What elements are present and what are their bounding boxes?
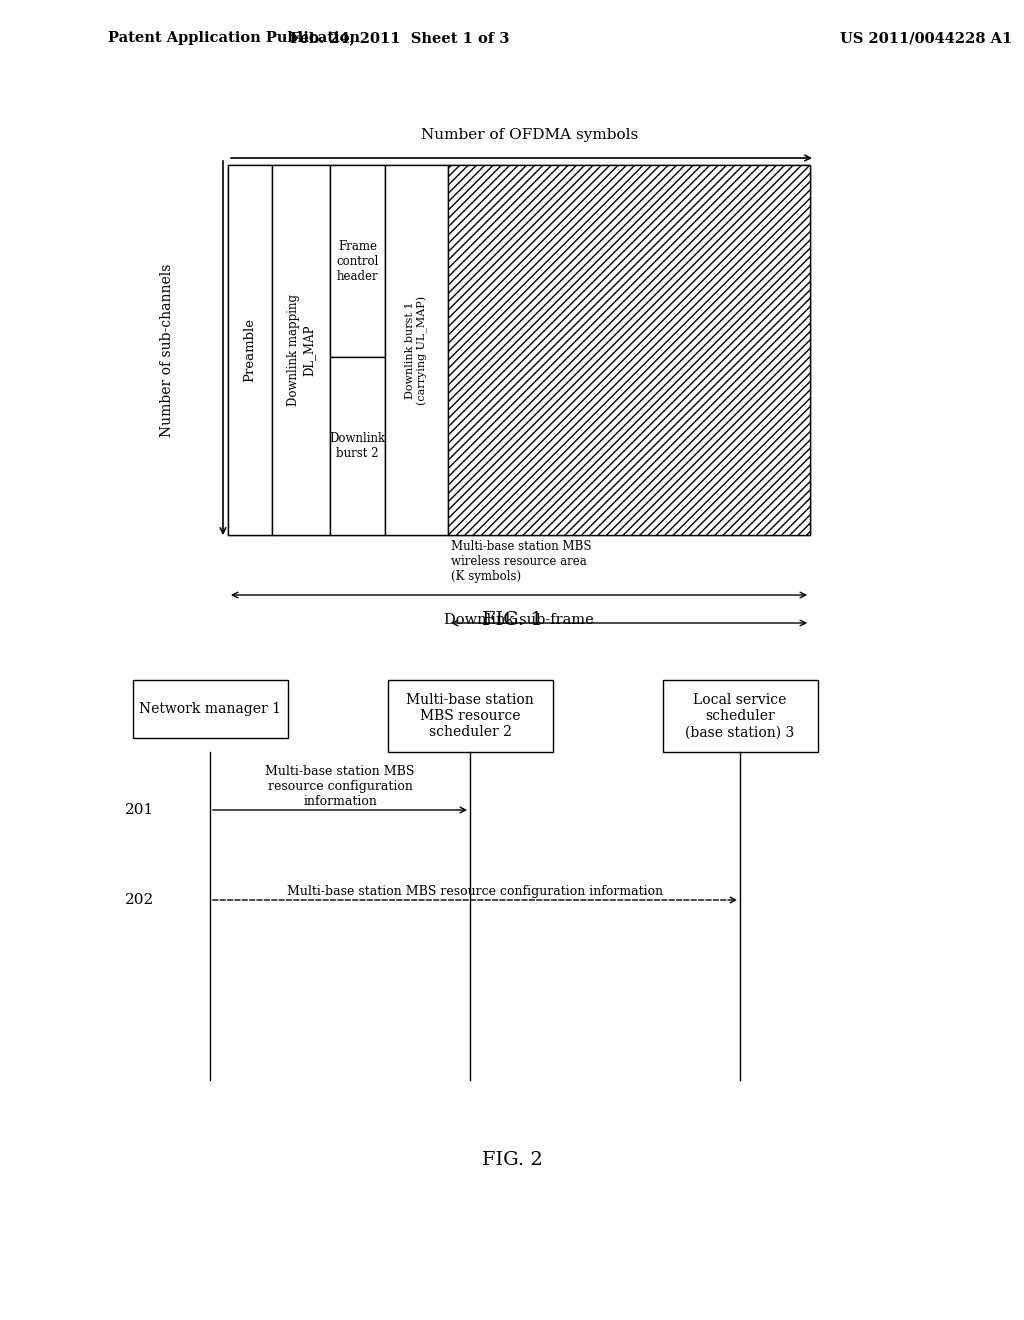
Text: 202: 202 [125,894,155,907]
Text: US 2011/0044228 A1: US 2011/0044228 A1 [840,30,1013,45]
Bar [228,165,810,535]
Text: Number of sub-channels: Number of sub-channels [160,263,174,437]
Text: Downlink sub-frame: Downlink sub-frame [444,612,594,627]
Text: Downlink
burst 2: Downlink burst 2 [330,432,386,461]
Text: Downlink mapping
DL_MAP: Downlink mapping DL_MAP [287,294,315,407]
Text: Number of OFDMA symbols: Number of OFDMA symbols [421,128,639,143]
Bar [228,165,272,535]
Text: Multi-base station MBS resource configuration information: Multi-base station MBS resource configur… [287,884,664,898]
Bar [272,165,330,535]
Bar [132,680,288,738]
Text: Patent Application Publication: Patent Application Publication [108,30,360,45]
Bar [449,165,810,535]
Bar [387,680,553,752]
Text: Preamble: Preamble [244,318,256,381]
Text: Local service
scheduler
(base station) 3: Local service scheduler (base station) 3 [685,693,795,739]
Text: Multi-base station MBS
wireless resource area
(K symbols): Multi-base station MBS wireless resource… [451,540,592,583]
Bar [663,680,817,752]
Bar [385,165,449,535]
Text: Network manager 1: Network manager 1 [139,702,281,715]
Bar [330,358,385,535]
Text: Downlink burst 1
(carrying UL_MAP): Downlink burst 1 (carrying UL_MAP) [406,296,428,404]
Text: FIG. 1: FIG. 1 [481,611,543,630]
Text: FIG. 2: FIG. 2 [481,1151,543,1170]
Text: Multi-base station
MBS resource
scheduler 2: Multi-base station MBS resource schedule… [407,693,534,739]
Bar [330,165,385,358]
Text: 201: 201 [125,803,155,817]
Text: Frame
control
header: Frame control header [336,240,379,282]
Text: Multi-base station MBS
resource configuration
information: Multi-base station MBS resource configur… [265,766,415,808]
Text: Feb. 24, 2011  Sheet 1 of 3: Feb. 24, 2011 Sheet 1 of 3 [291,30,510,45]
